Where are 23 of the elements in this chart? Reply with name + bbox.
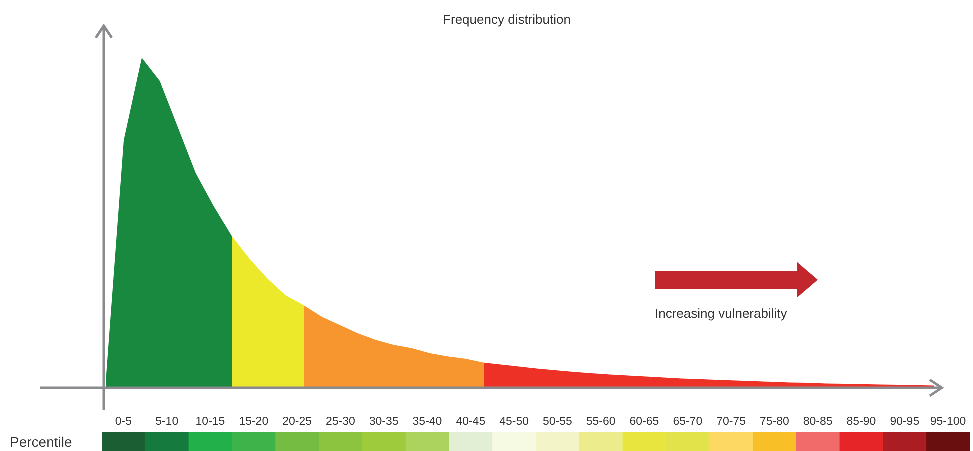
category-label: 90-95 — [890, 416, 920, 428]
chart-title: Frequency distribution — [443, 12, 571, 27]
annotation: Increasing vulnerability — [655, 306, 788, 321]
category-label: 80-85 — [803, 416, 833, 428]
category-label: 75-80 — [760, 416, 790, 428]
category-label: 45-50 — [500, 416, 530, 428]
category-label: 40-45 — [456, 416, 486, 428]
category-label: 20-25 — [282, 416, 312, 428]
category-label: 0-5 — [115, 416, 132, 428]
category-label: 10-15 — [196, 416, 226, 428]
text: Percentile — [10, 434, 72, 450]
category-label: 55-60 — [586, 416, 616, 428]
category-label: 95-100 — [930, 416, 966, 428]
category-label: 70-75 — [716, 416, 746, 428]
category-label: 85-90 — [846, 416, 876, 428]
category-label: 50-55 — [542, 416, 572, 428]
category-label: 15-20 — [239, 416, 269, 428]
category-label: 30-35 — [369, 416, 399, 428]
category-label: 65-70 — [673, 416, 703, 428]
category-label: 25-30 — [326, 416, 356, 428]
category-label: 60-65 — [630, 416, 660, 428]
category-label: 5-10 — [156, 416, 179, 428]
category-label: 35-40 — [412, 416, 442, 428]
